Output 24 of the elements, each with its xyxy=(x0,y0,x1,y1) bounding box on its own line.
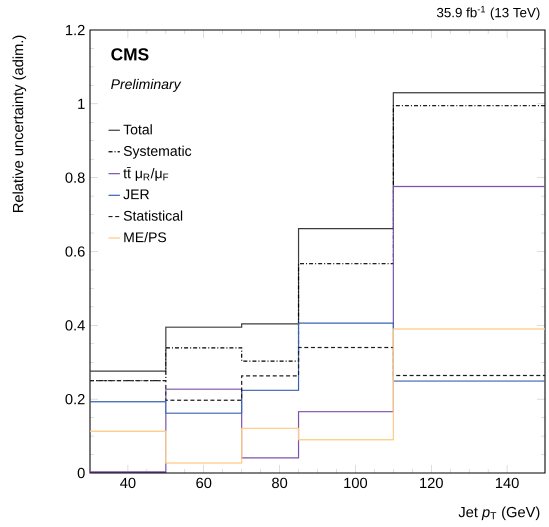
legend-label: ME/PS xyxy=(124,232,166,242)
annotation: Preliminary xyxy=(111,78,182,92)
x-tick-label: 60 xyxy=(196,478,212,488)
legend-label: Total xyxy=(123,124,152,134)
legend-label: Statistical xyxy=(124,210,182,221)
y-tick-label: 0 xyxy=(78,468,85,478)
x-tick-label: 100 xyxy=(344,478,368,488)
x-tick-label: 40 xyxy=(120,478,136,488)
y-tick-label: 0.8 xyxy=(65,172,85,183)
annotation: CMS xyxy=(111,48,148,60)
y-tick-label: 0.2 xyxy=(65,394,85,404)
y-axis-title: Relative uncertainty (adim.) xyxy=(12,36,26,212)
chart-title: 35.9 fb$^{-1}$ (13 TeV) xyxy=(436,6,540,20)
x-tick-label: 120 xyxy=(420,478,443,488)
y-tick-label: 1.2 xyxy=(66,24,85,36)
y-tick-label: 0.6 xyxy=(65,246,85,257)
legend-label: Systematic xyxy=(124,146,192,159)
y-tick-label: 0.4 xyxy=(65,320,85,331)
legend-label: tt̄ μ$_{R}$/μ$_{F}$ xyxy=(123,167,168,181)
x-tick-label: 140 xyxy=(496,478,519,488)
x-tick-label: 80 xyxy=(272,478,288,488)
legend-label: JER xyxy=(123,190,149,200)
y-tick-label: 1 xyxy=(78,98,85,109)
x-axis-title: Jet p$_{T}$ (GeV) xyxy=(458,506,540,520)
